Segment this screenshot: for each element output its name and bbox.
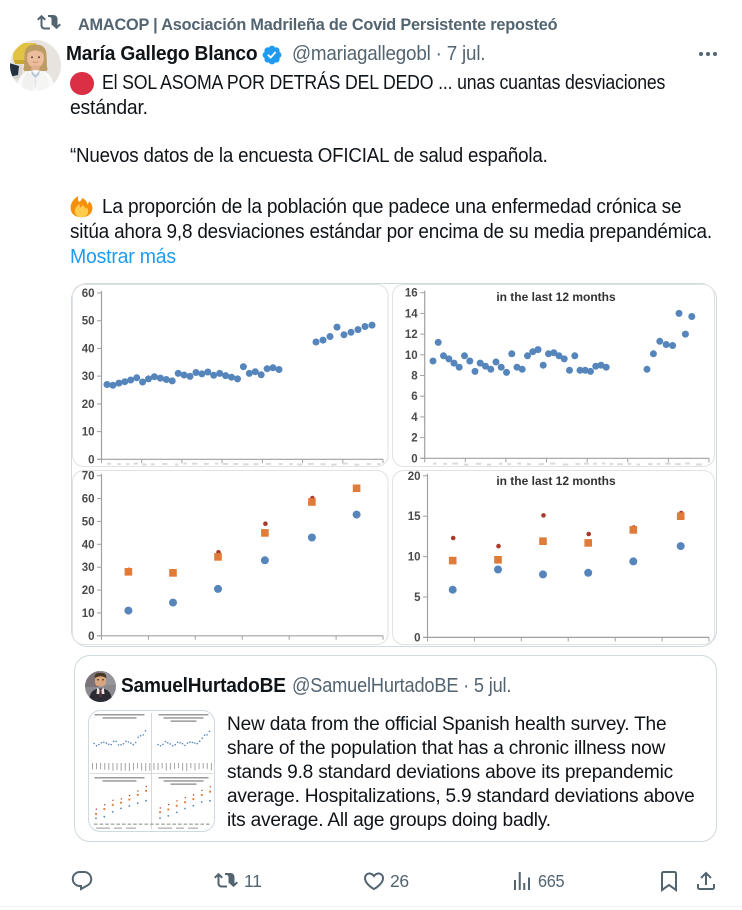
svg-text:5: 5 [414,592,421,604]
svg-text:50: 50 [82,516,95,528]
svg-text:20: 20 [408,471,421,483]
svg-text:16: 16 [405,288,418,300]
svg-text:15: 15 [408,511,421,523]
svg-text:2: 2 [411,433,417,445]
svg-text:20: 20 [82,585,95,597]
svg-text:50: 50 [82,316,95,328]
svg-text:4: 4 [411,412,418,424]
svg-text:40: 40 [82,539,95,551]
svg-text:30: 30 [82,371,95,383]
svg-text:12: 12 [405,329,418,341]
svg-text:0: 0 [414,632,420,644]
svg-text:6: 6 [411,391,417,403]
svg-text:10: 10 [405,350,418,362]
svg-text:40: 40 [82,343,95,355]
svg-text:20: 20 [82,399,95,411]
svg-text:in the last 12 months: in the last 12 months [496,290,616,304]
svg-text:in the last 12 months: in the last 12 months [496,474,616,488]
svg-text:10: 10 [408,552,421,564]
svg-text:60: 60 [82,288,95,300]
svg-text:10: 10 [82,608,95,620]
svg-text:0: 0 [88,454,94,466]
svg-text:10: 10 [82,427,95,439]
svg-text:8: 8 [411,371,418,383]
svg-text:0: 0 [88,631,94,643]
svg-text:70: 70 [82,471,95,483]
svg-text:30: 30 [82,562,95,574]
svg-text:14: 14 [405,308,418,320]
svg-text:60: 60 [82,494,95,506]
svg-text:0: 0 [411,453,417,465]
